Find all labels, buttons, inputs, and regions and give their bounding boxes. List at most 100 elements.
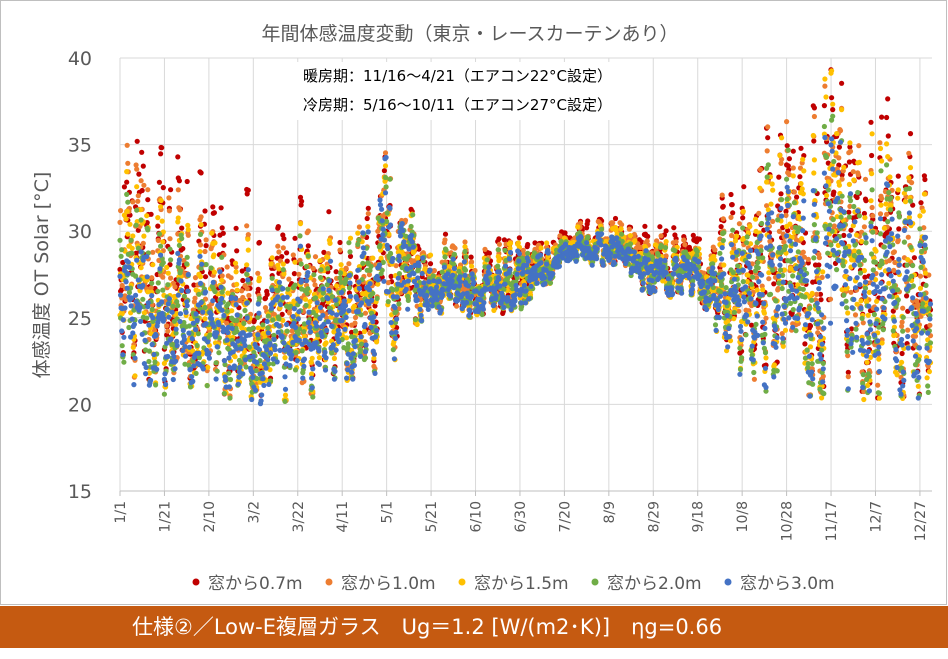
- data-point: [858, 298, 864, 304]
- data-point: [729, 232, 735, 239]
- data-point: [501, 237, 507, 243]
- data-point: [320, 290, 326, 296]
- data-point: [264, 291, 270, 297]
- data-point: [905, 257, 911, 263]
- data-point: [866, 289, 873, 295]
- data-point: [179, 235, 185, 242]
- data-point: [727, 338, 734, 344]
- data-point: [331, 329, 337, 335]
- data-point: [884, 211, 890, 217]
- data-point: [134, 166, 140, 172]
- data-point: [152, 359, 158, 365]
- data-point: [800, 156, 806, 162]
- data-point: [234, 287, 240, 293]
- data-point: [276, 266, 282, 272]
- data-point: [347, 249, 353, 255]
- data-point: [232, 354, 238, 360]
- data-point: [854, 232, 860, 238]
- data-point: [133, 273, 139, 279]
- data-point: [353, 274, 359, 280]
- data-point: [133, 162, 139, 168]
- data-point: [905, 327, 911, 333]
- data-point: [148, 285, 154, 291]
- data-point: [922, 176, 928, 183]
- data-point: [161, 391, 167, 397]
- data-point: [673, 239, 679, 245]
- data-point: [382, 174, 389, 181]
- data-point: [117, 266, 123, 273]
- data-point: [197, 231, 204, 237]
- data-point: [682, 242, 688, 248]
- data-point: [515, 240, 521, 246]
- data-point: [645, 233, 651, 239]
- data-point: [557, 233, 563, 239]
- data-point: [865, 382, 871, 388]
- data-point: [124, 142, 130, 148]
- data-point: [801, 168, 807, 174]
- data-point: [869, 204, 875, 211]
- data-point: [155, 288, 161, 294]
- data-point: [156, 179, 162, 185]
- data-point: [879, 195, 885, 201]
- data-point: [430, 273, 436, 279]
- data-point: [202, 274, 209, 280]
- data-point: [468, 254, 474, 260]
- data-point: [816, 262, 822, 268]
- data-point: [881, 225, 888, 231]
- data-point: [811, 170, 817, 176]
- data-point: [764, 179, 770, 185]
- data-point: [286, 276, 292, 282]
- data-point: [255, 270, 261, 276]
- data-point: [310, 394, 316, 400]
- data-point: [725, 318, 731, 325]
- data-point: [859, 238, 865, 244]
- data-point: [284, 328, 290, 334]
- data-point: [185, 232, 191, 238]
- data-point: [740, 208, 746, 214]
- data-point: [119, 311, 125, 317]
- data-point: [255, 286, 261, 292]
- data-point: [347, 235, 354, 241]
- data-point: [302, 296, 309, 302]
- data-point: [658, 233, 664, 239]
- data-point: [312, 295, 319, 301]
- data-point: [316, 355, 322, 361]
- data-point: [150, 318, 156, 324]
- data-point: [507, 245, 513, 251]
- data-point: [245, 236, 251, 242]
- data-point: [390, 347, 396, 353]
- data-point: [334, 301, 340, 307]
- data-point: [443, 247, 449, 253]
- data-point: [144, 220, 150, 226]
- data-point: [868, 198, 874, 204]
- data-point: [361, 328, 367, 335]
- data-point: [260, 330, 266, 337]
- data-point: [895, 173, 901, 179]
- data-point: [243, 364, 249, 370]
- data-point: [861, 268, 868, 274]
- data-point: [246, 292, 252, 299]
- data-point: [211, 210, 217, 216]
- data-point: [751, 376, 758, 382]
- data-point: [140, 296, 146, 302]
- data-point: [886, 280, 892, 286]
- data-point: [379, 267, 385, 273]
- data-point: [894, 372, 900, 378]
- data-point: [198, 222, 204, 228]
- data-point: [214, 368, 220, 374]
- data-point: [202, 316, 208, 322]
- data-point: [124, 191, 130, 197]
- data-point: [777, 152, 783, 159]
- data-point: [830, 101, 836, 107]
- data-point: [899, 359, 905, 365]
- data-point: [203, 243, 209, 249]
- data-point: [365, 211, 371, 217]
- data-point: [784, 119, 790, 125]
- data-point: [381, 168, 387, 174]
- data-point: [146, 358, 152, 365]
- data-point: [856, 159, 863, 165]
- data-point: [888, 202, 894, 209]
- data-point: [276, 316, 282, 322]
- data-point: [297, 221, 304, 227]
- data-point: [769, 181, 775, 187]
